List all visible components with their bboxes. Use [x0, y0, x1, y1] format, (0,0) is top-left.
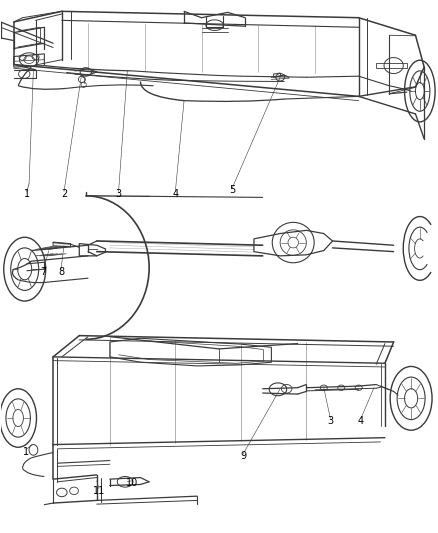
Text: 1: 1 — [24, 189, 30, 199]
Text: 9: 9 — [240, 451, 246, 461]
Polygon shape — [53, 242, 71, 247]
Text: 4: 4 — [358, 416, 364, 426]
Text: 7: 7 — [40, 267, 46, 277]
Text: 10: 10 — [126, 478, 138, 488]
Text: 2: 2 — [61, 189, 67, 199]
Text: 11: 11 — [93, 486, 105, 496]
Text: 1: 1 — [23, 447, 29, 456]
Text: 3: 3 — [116, 189, 122, 199]
Text: 3: 3 — [327, 416, 333, 426]
Text: 8: 8 — [58, 267, 64, 277]
Text: 4: 4 — [172, 189, 178, 199]
Text: 5: 5 — [229, 185, 235, 196]
